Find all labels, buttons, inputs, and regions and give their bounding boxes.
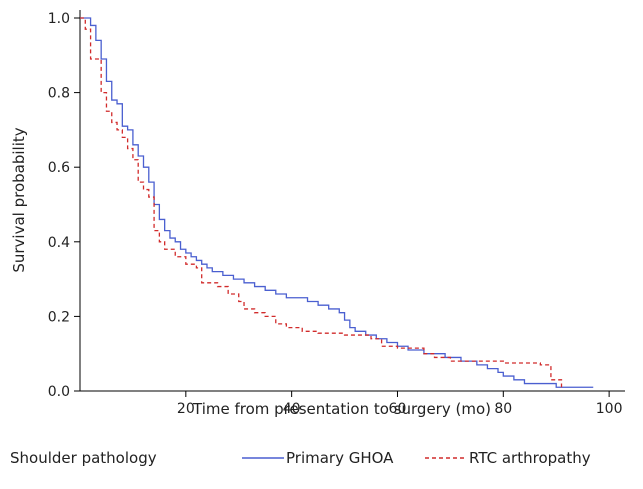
y-ticks: 0.0 0.2 0.4 0.6 0.8 1.0 <box>48 11 80 400</box>
x-tick-label: 80 <box>494 401 512 417</box>
x-tick-label: 20 <box>177 401 195 417</box>
legend-label-rtc-arthropathy: RTC arthropathy <box>469 449 591 467</box>
legend-title: Shoulder pathology <box>10 449 157 467</box>
axes <box>79 10 625 392</box>
x-tick-label: 100 <box>596 401 623 417</box>
legend-label-primary-ghoa: Primary GHOA <box>286 449 394 467</box>
legend: Shoulder pathology Primary GHOA RTC arth… <box>10 449 591 467</box>
x-tick-label: 60 <box>389 401 407 417</box>
y-tick-label: 0.2 <box>48 309 70 325</box>
y-axis-title: Survival probability <box>10 127 28 272</box>
series-layer <box>80 17 594 388</box>
x-axis-title: Time from presentation to surgery (mo) <box>192 400 491 418</box>
y-tick-label: 0.6 <box>48 160 70 176</box>
y-tick-label: 1.0 <box>48 11 70 27</box>
y-tick-label: 0.0 <box>48 384 70 400</box>
series-line-primary-ghoa <box>80 17 594 388</box>
x-tick-label: 40 <box>283 401 301 417</box>
y-tick-label: 0.4 <box>48 235 70 251</box>
x-ticks: 20 40 60 80 100 <box>177 391 623 417</box>
series-line-rtc-arthropathy <box>80 17 563 388</box>
y-tick-label: 0.8 <box>48 86 70 102</box>
